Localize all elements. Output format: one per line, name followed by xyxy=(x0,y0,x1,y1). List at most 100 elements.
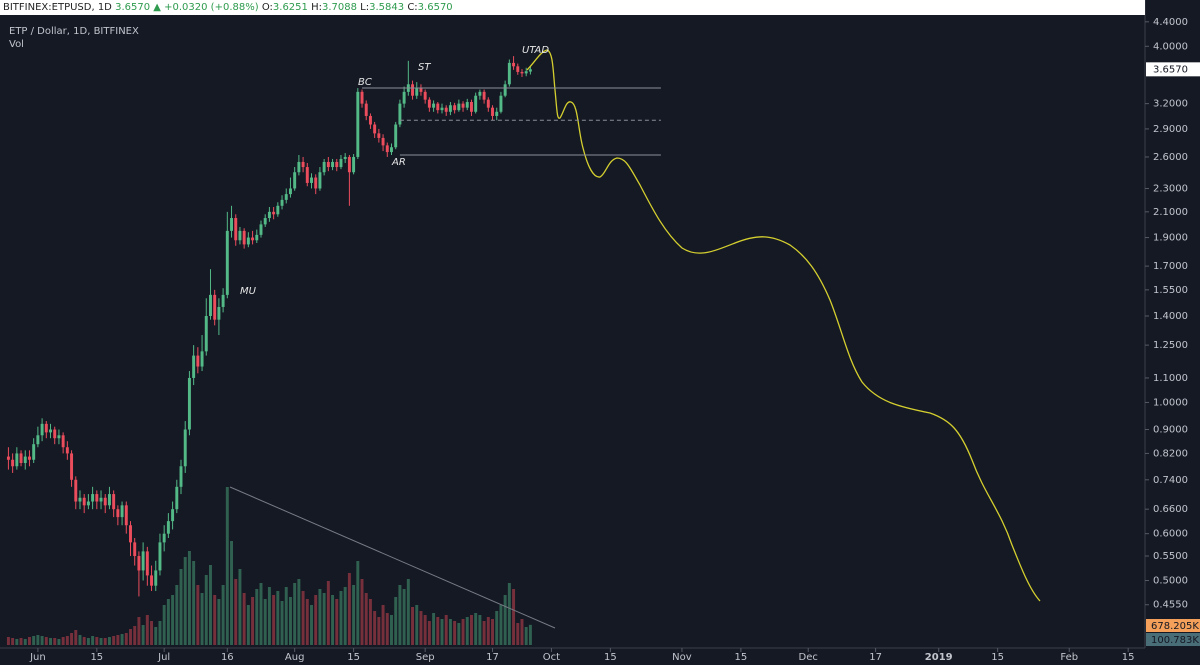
last-price: 3.6570 xyxy=(115,2,151,13)
volume-bar xyxy=(440,619,444,645)
candle-body xyxy=(499,95,503,112)
candle-body xyxy=(335,161,339,168)
y-tick-label: 0.6600 xyxy=(1153,504,1188,515)
annotation: ST xyxy=(418,62,431,73)
candle-body xyxy=(305,167,309,183)
volume-bar xyxy=(385,613,389,645)
volume-bar xyxy=(495,611,499,645)
candle-body xyxy=(44,423,48,433)
y-tick-label: 2.9000 xyxy=(1153,124,1188,135)
candle-body xyxy=(225,230,229,295)
volume-bar xyxy=(120,634,124,645)
volume-bar xyxy=(322,593,326,645)
x-tick-label: Jul xyxy=(157,652,170,663)
candle-body xyxy=(322,161,326,173)
volume-bar xyxy=(352,585,356,645)
candle-body xyxy=(478,91,482,96)
x-tick-label: Nov xyxy=(672,652,692,663)
annotation: AR xyxy=(391,157,406,168)
volume-bar xyxy=(364,593,368,645)
volume-bar xyxy=(200,593,204,645)
y-tick-label: 1.2500 xyxy=(1153,340,1188,351)
volume-bar xyxy=(221,585,225,645)
candle-body xyxy=(53,429,57,439)
candle-body xyxy=(209,294,212,317)
volume-bar xyxy=(263,599,267,645)
candle-body xyxy=(179,466,183,487)
volume-bar xyxy=(507,583,511,645)
volume-bar xyxy=(74,630,78,645)
y-tick-label: 1.7000 xyxy=(1153,261,1188,272)
x-tick-label: 17 xyxy=(486,652,499,663)
candle-body xyxy=(347,156,351,173)
volume-bar xyxy=(129,629,132,645)
candle-body xyxy=(272,211,276,215)
candle-body xyxy=(91,494,95,502)
ohlc-key: H: xyxy=(311,2,322,13)
x-tick-label: 15 xyxy=(604,652,617,663)
y-tick-label: 1.5500 xyxy=(1153,285,1188,296)
volume-bar xyxy=(335,599,339,645)
candle-body xyxy=(457,103,461,111)
candle-body xyxy=(276,205,280,215)
candle-body xyxy=(360,91,364,104)
last-price-tag xyxy=(1146,62,1200,77)
candle-body xyxy=(377,133,381,138)
candle-body xyxy=(251,237,255,241)
last-price-label: 3.6570 xyxy=(1153,64,1188,75)
candle-body xyxy=(19,453,23,463)
volume-bar xyxy=(314,595,318,645)
volume-bar xyxy=(230,541,233,645)
volume-bar xyxy=(53,638,57,645)
ohlc-key: C: xyxy=(407,2,418,13)
candle-body xyxy=(221,294,225,307)
candle-body xyxy=(57,435,61,439)
candle-body xyxy=(288,188,292,195)
candle-body xyxy=(183,429,187,467)
volume-bar xyxy=(137,617,141,645)
volume-bar xyxy=(415,605,419,645)
candle-body xyxy=(512,62,516,67)
candle-body xyxy=(162,533,166,543)
candle-body xyxy=(242,230,246,245)
candle-body xyxy=(326,161,330,168)
volume-bar xyxy=(57,639,61,645)
candle-body xyxy=(166,521,170,534)
candle-body xyxy=(78,497,82,502)
volume-bar xyxy=(11,638,15,645)
candle-body xyxy=(65,447,69,454)
candle-body xyxy=(402,91,406,104)
volume-bar xyxy=(457,623,461,645)
annotation: BC xyxy=(358,77,372,88)
volume-bar xyxy=(499,605,503,645)
ohlc-value: 3.6251 xyxy=(272,2,308,13)
candle-body xyxy=(503,84,507,96)
candle-body xyxy=(419,88,423,92)
candle-body xyxy=(263,218,267,225)
y-tick-label: 0.4550 xyxy=(1153,600,1188,611)
candle-body xyxy=(520,71,524,74)
volume-bar xyxy=(32,636,36,645)
candle-body xyxy=(423,91,427,100)
volume-bar xyxy=(166,599,170,645)
candle-body xyxy=(297,161,301,173)
volume-bar xyxy=(491,619,494,645)
volume-bar xyxy=(27,637,31,645)
volume-bar xyxy=(162,605,166,645)
change: ▲ +0.0320 (+0.88%) xyxy=(153,2,259,13)
candle-body xyxy=(491,107,494,116)
volume-bar xyxy=(524,627,528,645)
candle-body xyxy=(440,107,444,111)
candle-body xyxy=(103,497,107,506)
volume-bar xyxy=(394,597,398,645)
x-tick-label: Aug xyxy=(285,652,305,663)
candle-body xyxy=(436,103,440,111)
candle-body xyxy=(482,91,486,100)
candle-body xyxy=(217,306,221,320)
candle-body xyxy=(204,316,208,352)
volume-bar xyxy=(36,635,40,645)
volume-bar xyxy=(267,587,271,645)
volume-bar xyxy=(103,638,107,645)
y-tick-label: 0.6000 xyxy=(1153,529,1188,540)
volume-bar xyxy=(259,583,263,645)
